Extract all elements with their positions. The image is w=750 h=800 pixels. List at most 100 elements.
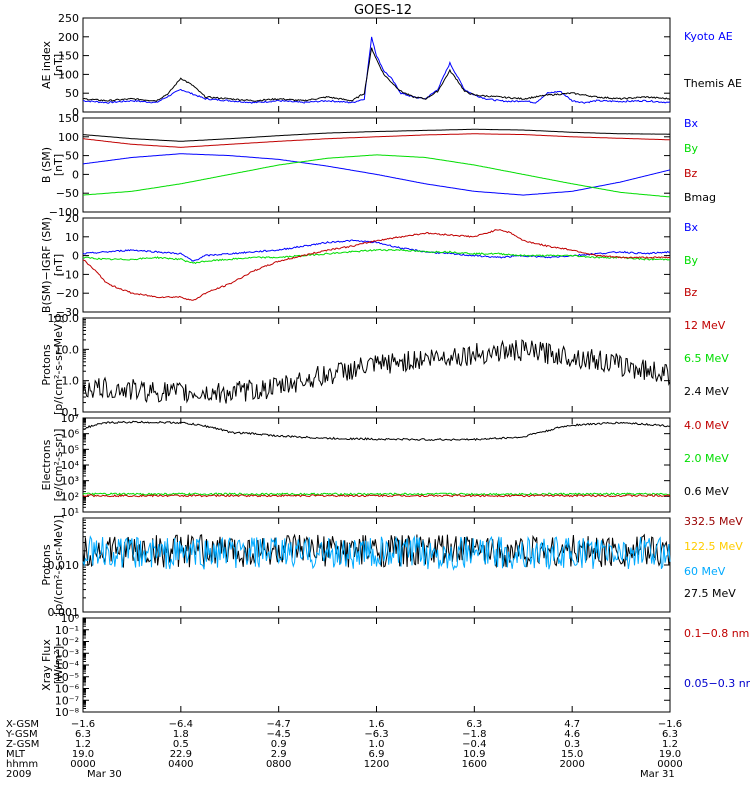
date-label: Mar 31 [640,769,675,780]
y-tick-label: 0 [72,168,79,181]
y-tick-label: 200 [58,31,79,44]
y-tick-label: 10⁷ [61,412,79,425]
y-tick-label: 10⁰ [61,612,80,625]
ephemeris-value: −4.5 [267,729,291,740]
ephemeris-value: 10.9 [463,749,485,760]
y-axis-label: [W/m²] [52,646,65,684]
y-tick-label: 50 [65,150,79,163]
y-tick-label: 10⁵ [61,443,79,456]
y-axis-label: Protons [40,344,53,385]
series-line [82,420,671,442]
date-label: Mar 30 [87,769,122,780]
series-line [82,239,671,262]
y-tick-label: 1.0 [62,375,80,388]
ephemeris-label: hhmm [6,759,38,770]
legend-entry: 332.5 MeV [684,515,743,528]
ephemeris-value: 1.6 [369,719,385,730]
y-tick-label: 0.1 [62,406,80,419]
y-tick-label: 10⁻³ [55,647,79,660]
y-tick-label: 10³ [61,475,79,488]
legend-entry: Bz [684,286,698,299]
panel-bigrf: −30 −20 −10 0 10 20 B(SM)−IGRF (SM) [nT] Bx By Bz [40,212,699,319]
legend-entry: 2.4 MeV [684,385,729,398]
legend-entry: 0.1−0.8 nm [684,627,749,640]
y-tick-label: −50 [56,187,79,200]
y-tick-label: 150 [58,112,79,125]
ephemeris-value: 0000 [657,759,682,770]
ephemeris-value: −1.6 [71,719,95,730]
legend-entry: Themis AE [683,77,742,90]
ephemeris-value: 15.0 [561,749,583,760]
ephemeris-value: 1600 [462,759,487,770]
y-axis-label: [nT] [52,154,65,176]
y-axis-label: [nT] [52,54,65,76]
ephemeris-value: 0400 [168,759,193,770]
series-line [82,153,671,196]
y-tick-label: 10⁻⁵ [55,671,79,684]
series-line [82,339,671,404]
year-label: 2009 [6,769,31,780]
legend-entry: Bx [684,117,699,130]
legend-entry: By [684,142,699,155]
legend-entry: Bx [684,221,699,234]
ephemeris-label: Z-GSM [6,739,39,750]
ephemeris-value: 1200 [364,759,389,770]
ephemeris-value: 1.2 [662,739,678,750]
panel-electrons: 10¹ 10² 10³ 10⁴ 10⁵ 10⁶ 10⁷ Electrons [e/(cm²-s-… [40,412,729,519]
ephemeris-value: 19.0 [659,749,681,760]
legend-entry: 122.5 MeV [684,540,743,553]
y-tick-label: 10⁻⁶ [55,683,80,696]
ephemeris-value: −6.3 [364,729,388,740]
legend-entry: 0.6 MeV [684,485,729,498]
y-axis-label: B (SM) [40,147,53,183]
ephemeris-value: 2000 [559,759,584,770]
y-tick-label: −10 [56,268,79,281]
y-tick-label: −20 [56,287,79,300]
y-tick-label: 10⁻⁷ [55,694,79,707]
panel-frame [82,617,671,713]
ephemeris-value: −4.7 [267,719,291,730]
series-line [82,492,671,496]
y-tick-label: 10⁻⁴ [55,659,80,672]
series-line [82,133,670,148]
series-line [82,128,671,142]
series-line [83,36,671,104]
y-tick-label: 0.010 [48,559,80,572]
ephemeris-value: 19.0 [72,749,94,760]
y-tick-label: 10⁴ [61,459,80,472]
y-axis-label: Protons [40,544,53,585]
y-axis-label: [p/(cm²-s-sr-MeV)] [52,515,65,615]
legend-entry: 4.0 MeV [684,419,729,432]
series-line [82,229,671,301]
ephemeris-value: −1.6 [658,719,682,730]
panel-bsm: −100 −50 0 50 100 150 B (SM) [nT] Bx By Bz Bmag [40,112,716,219]
series-line [82,494,671,498]
y-tick-label: 10 [65,231,79,244]
ephemeris-value: 6.3 [662,729,678,740]
legend-entry: 0.05−0.3 nm [684,677,750,690]
y-tick-label: 100 [58,131,79,144]
ephemeris-value: 22.9 [170,749,192,760]
legend-entry: 60 MeV [684,565,726,578]
y-tick-label: 0.001 [48,606,80,619]
ephemeris-value: 0000 [70,759,95,770]
legend-entry: By [684,254,699,267]
plot-title: GOES-12 [354,3,412,18]
panel-ae: 0 50 100 150 200 250 AE index [nT] Kyoto AE Themi… [40,12,742,119]
series-line [82,47,671,102]
y-tick-label: 100 [58,68,79,81]
y-axis-label: Xray Flux [40,639,53,691]
legend-entry: 27.5 MeV [684,587,736,600]
ephemeris-value: −1.8 [462,729,486,740]
y-tick-label: 10⁶ [61,428,80,441]
ephemeris-value: 1.2 [75,739,91,750]
ephemeris-value: 6.3 [75,729,91,740]
y-tick-label: 100.0 [48,312,80,325]
ephemeris-value: −0.4 [462,739,486,750]
y-tick-label: 10² [61,490,79,503]
ephemeris-value: 1.0 [369,739,385,750]
ephemeris-value: 6.9 [369,749,385,760]
